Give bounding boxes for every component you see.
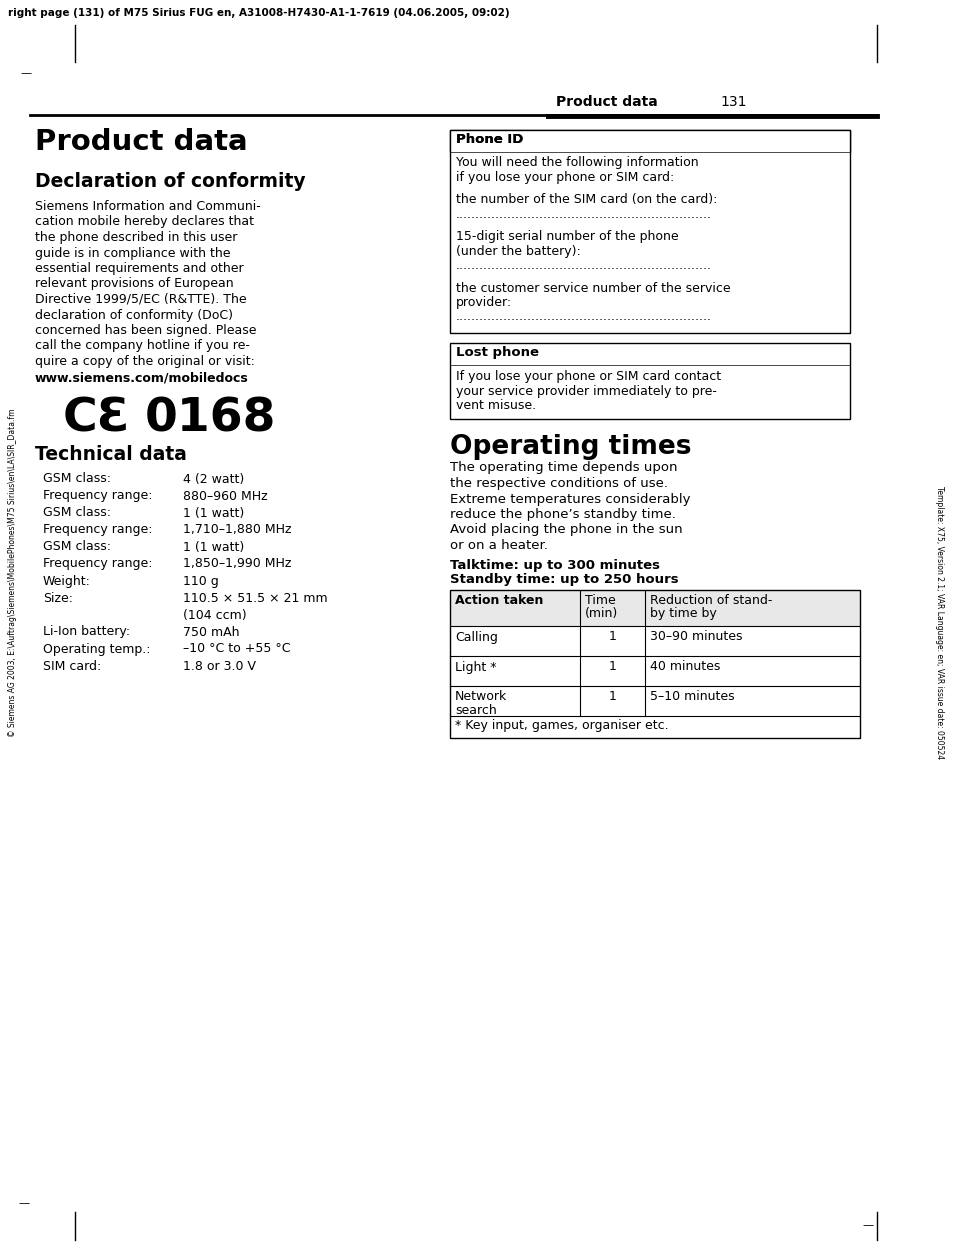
Text: vent misuse.: vent misuse. [456, 399, 536, 412]
Text: 131: 131 [720, 95, 745, 108]
Text: Product data: Product data [35, 128, 248, 156]
Text: cation mobile hereby declares that: cation mobile hereby declares that [35, 216, 253, 228]
Bar [450, 589, 859, 625]
Text: quire a copy of the original or visit:: quire a copy of the original or visit: [35, 355, 254, 368]
Text: provider:: provider: [456, 297, 512, 309]
Text: Frequency range:: Frequency range: [43, 490, 152, 502]
Text: —: — [18, 1197, 30, 1209]
Text: if you lose your phone or SIM card:: if you lose your phone or SIM card: [456, 171, 674, 183]
Text: right page (131) of M75 Sirius FUG en, A31008-H7430-A1-1-7619 (04.06.2005, 09:02: right page (131) of M75 Sirius FUG en, A… [8, 7, 509, 17]
Text: * Key input, games, organiser etc.: * Key input, games, organiser etc. [455, 719, 668, 733]
Text: concerned has been signed. Please: concerned has been signed. Please [35, 324, 256, 336]
Text: —: — [20, 69, 31, 78]
Text: Operating temp.:: Operating temp.: [43, 643, 151, 655]
Text: 1.8 or 3.0 V: 1.8 or 3.0 V [183, 659, 255, 673]
Text: 1,850–1,990 MHz: 1,850–1,990 MHz [183, 557, 291, 571]
Text: 40 minutes: 40 minutes [649, 660, 720, 674]
Text: Weight:: Weight: [43, 574, 91, 588]
Text: 1: 1 [608, 630, 617, 643]
Text: 15-digit serial number of the phone: 15-digit serial number of the phone [456, 231, 678, 243]
Text: search: search [455, 704, 497, 716]
Text: 5–10 minutes: 5–10 minutes [649, 690, 734, 704]
Text: Avoid placing the phone in the sun: Avoid placing the phone in the sun [450, 523, 682, 537]
Text: Frequency range:: Frequency range: [43, 557, 152, 571]
Text: CƐ: CƐ [63, 396, 131, 441]
Text: Siemens Information and Communi-: Siemens Information and Communi- [35, 201, 260, 213]
Text: Network: Network [455, 690, 507, 704]
Text: call the company hotline if you re-: call the company hotline if you re- [35, 339, 250, 353]
Text: 1: 1 [608, 690, 617, 704]
Text: Product data: Product data [556, 95, 657, 108]
Bar [450, 343, 849, 419]
Text: Time: Time [584, 593, 615, 607]
Text: ................................................................: ........................................… [456, 259, 711, 272]
Text: Light *: Light * [455, 660, 496, 674]
Text: © Siemens AG 2003, E:\Auftrag\Siemens\MobilePhones\M75 Sirius\en\LA\SIR_Data.fm: © Siemens AG 2003, E:\Auftrag\Siemens\Mo… [9, 409, 17, 738]
Text: reduce the phone’s standby time.: reduce the phone’s standby time. [450, 508, 675, 521]
Text: ................................................................: ........................................… [456, 208, 711, 221]
Text: 30–90 minutes: 30–90 minutes [649, 630, 741, 643]
Text: declaration of conformity (DoC): declaration of conformity (DoC) [35, 309, 233, 321]
Text: SIM card:: SIM card: [43, 659, 101, 673]
Text: Declaration of conformity: Declaration of conformity [35, 172, 305, 191]
Text: your service provider immediately to pre-: your service provider immediately to pre… [456, 385, 716, 397]
Text: by time by: by time by [649, 607, 716, 619]
Text: Operating times: Operating times [450, 434, 691, 460]
Text: (min): (min) [584, 607, 618, 619]
Text: If you lose your phone or SIM card contact: If you lose your phone or SIM card conta… [456, 370, 720, 383]
Text: You will need the following information: You will need the following information [456, 156, 698, 169]
Text: 1 (1 watt): 1 (1 watt) [183, 507, 244, 520]
Text: Phone ID: Phone ID [456, 133, 523, 146]
Text: Talktime: up to 300 minutes: Talktime: up to 300 minutes [450, 558, 659, 572]
Text: www.siemens.com/mobiledocs: www.siemens.com/mobiledocs [35, 371, 249, 385]
Text: Standby time: up to 250 hours: Standby time: up to 250 hours [450, 573, 678, 587]
Text: GSM class:: GSM class: [43, 541, 111, 553]
Bar [450, 589, 859, 738]
Text: 1,710–1,880 MHz: 1,710–1,880 MHz [183, 523, 292, 537]
Text: or on a heater.: or on a heater. [450, 540, 547, 552]
Text: 750 mAh: 750 mAh [183, 625, 239, 638]
Bar [450, 130, 849, 333]
Text: GSM class:: GSM class: [43, 507, 111, 520]
Text: Frequency range:: Frequency range: [43, 523, 152, 537]
Text: 0168: 0168 [145, 396, 276, 441]
Text: Template: X75, Version 2.1; VAR Language: en; VAR issue date: 050524: Template: X75, Version 2.1; VAR Language… [935, 486, 943, 760]
Text: 1: 1 [608, 660, 617, 674]
Text: Technical data: Technical data [35, 445, 187, 464]
Text: 4 (2 watt): 4 (2 watt) [183, 472, 244, 486]
Text: relevant provisions of European: relevant provisions of European [35, 278, 233, 290]
Text: the customer service number of the service: the customer service number of the servi… [456, 282, 730, 294]
Text: 110.5 × 51.5 × 21 mm: 110.5 × 51.5 × 21 mm [183, 592, 327, 604]
Text: Size:: Size: [43, 592, 73, 604]
Text: ................................................................: ........................................… [456, 310, 711, 324]
Text: the respective conditions of use.: the respective conditions of use. [450, 477, 667, 490]
Text: 110 g: 110 g [183, 574, 218, 588]
Text: —: — [862, 1220, 872, 1230]
Text: GSM class:: GSM class: [43, 472, 111, 486]
Text: The operating time depends upon: The operating time depends upon [450, 461, 677, 475]
Text: Lost phone: Lost phone [456, 346, 538, 359]
Bar [450, 130, 849, 152]
Text: Directive 1999/5/EC (R&TTE). The: Directive 1999/5/EC (R&TTE). The [35, 293, 247, 307]
Text: (under the battery):: (under the battery): [456, 244, 580, 258]
Text: essential requirements and other: essential requirements and other [35, 262, 243, 275]
Text: (104 ccm): (104 ccm) [183, 608, 247, 622]
Text: –10 °C to +55 °C: –10 °C to +55 °C [183, 643, 291, 655]
Text: Li-Ion battery:: Li-Ion battery: [43, 625, 130, 638]
Text: 1 (1 watt): 1 (1 watt) [183, 541, 244, 553]
Text: Reduction of stand-: Reduction of stand- [649, 593, 772, 607]
Text: the number of the SIM card (on the card):: the number of the SIM card (on the card)… [456, 193, 717, 206]
Text: Phone ID: Phone ID [456, 133, 523, 146]
Text: the phone described in this user: the phone described in this user [35, 231, 237, 244]
Text: 880–960 MHz: 880–960 MHz [183, 490, 268, 502]
Text: guide is in compliance with the: guide is in compliance with the [35, 247, 231, 259]
Text: Action taken: Action taken [455, 593, 543, 607]
Text: Extreme temperatures considerably: Extreme temperatures considerably [450, 492, 690, 506]
Text: Calling: Calling [455, 630, 497, 643]
